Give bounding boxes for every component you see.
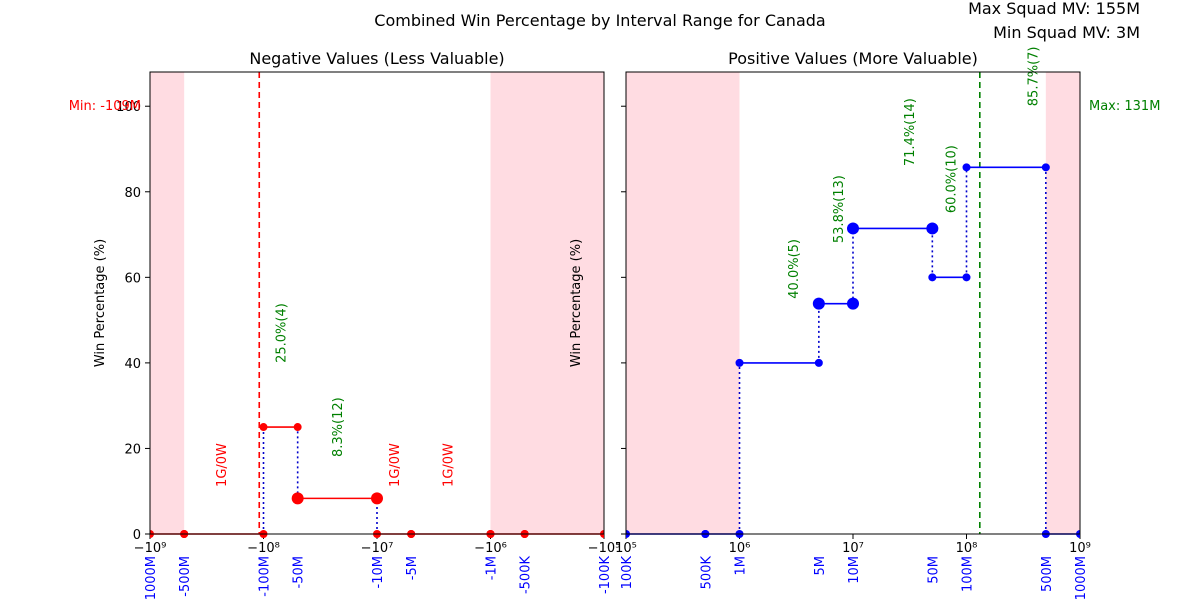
segment-start-point [259,423,268,432]
win-annotation: 8.3%(12) [331,397,346,457]
win-annotation: 1G/0W [215,443,230,487]
interval-tick-label: -100M [258,556,273,597]
segment-start-point [291,492,304,505]
x-tick-label: −10⁸ [247,541,280,556]
x-tick-label: −10⁹ [134,541,167,556]
interval-tick-label: 10M [847,556,862,584]
x-tick-label: 10⁹ [1069,541,1091,556]
min-squad-info: Min Squad MV: 3M [993,23,1140,42]
y-tick-label: 40 [124,357,141,372]
chart-title: Combined Win Percentage by Interval Rang… [374,11,825,30]
plot-area [626,72,1080,538]
interval-tick-label: 1000M [1074,556,1089,600]
win-annotation: 1G/0W [388,443,403,487]
segment-start-point [962,163,971,172]
interval-tick-label: 1M [734,556,749,576]
win-annotation: 71.4%(14) [903,98,918,166]
interval-tick-label: -100K [598,556,613,595]
x-tick-label: 10⁸ [956,541,978,556]
y-tick-label: 20 [124,442,141,457]
segment-end-point [371,492,383,505]
segment-start-point [928,273,937,282]
interval-tick-label: 100K [620,556,635,590]
interval-tick-label: -1M [485,556,500,580]
x-tick-label: 10⁶ [729,541,751,556]
segment-start-point [812,297,825,310]
y-tick-label: 100 [116,100,141,115]
y-axis-label: Win Percentage (%) [569,239,584,367]
interval-tick-label: 5M [813,556,828,576]
x-tick-label: 10⁷ [842,541,864,556]
y-tick-label: 60 [124,271,141,286]
win-annotation: 85.7%(7) [1026,47,1041,107]
reference-line-label: Min: -109M [69,99,141,114]
x-tick-label: −10⁷ [361,541,394,556]
reference-line-label: Max: 131M [1089,99,1160,114]
interval-tick-label: -500M [178,556,193,597]
win-annotation: 40.0%(5) [787,239,802,299]
win-annotation: 53.8%(13) [832,175,847,243]
positive-values-panel: Positive Values (More Valuable) Win Perce… [569,47,1160,600]
shaded-range-0 [150,72,185,534]
segment-end-point [293,423,302,432]
interval-tick-label: 500K [699,556,714,590]
interval-tick-label: -1000M [144,556,159,600]
negative-values-panel: Negative Values (Less Valuable) Win Perce… [69,49,621,600]
max-squad-info: Max Squad MV: 155M [968,0,1140,18]
axes-frame [149,71,605,535]
interval-tick-label: -10M [371,556,386,588]
interval-tick-label: 100M [961,556,976,592]
interval-tick-label: 500M [1040,556,1055,592]
segment-end-point [814,358,823,367]
axes-frame [625,71,1081,535]
x-tick-label: 10⁵ [615,541,637,556]
interval-tick-label: -50M [292,556,307,588]
segment-end-point [847,297,859,310]
segment-start-point [847,222,859,235]
y-tick-label: 80 [124,186,141,201]
win-annotation: 1G/0W [441,443,456,487]
shaded-range-1 [490,72,604,534]
segment-end-point [926,222,939,235]
segment-end-point [1041,163,1050,172]
interval-tick-label: 50M [926,556,941,584]
shaded-range-0 [626,72,740,534]
panel-title: Positive Values (More Valuable) [728,49,978,68]
x-tick-label: −10⁵ [588,541,621,556]
win-annotation: 25.0%(4) [274,303,289,363]
segment-end-point [962,273,971,282]
y-axis-label: Win Percentage (%) [93,239,108,367]
win-annotation: 60.0%(10) [944,145,959,213]
x-tick-label: −10⁶ [474,541,507,556]
y-tick-label: 0 [133,528,141,543]
panel-title: Negative Values (Less Valuable) [249,49,504,68]
interval-tick-label: -5M [405,556,420,580]
shaded-range-1 [1045,72,1080,534]
segment-start-point [735,358,744,367]
interval-tick-label: -500K [519,556,534,595]
